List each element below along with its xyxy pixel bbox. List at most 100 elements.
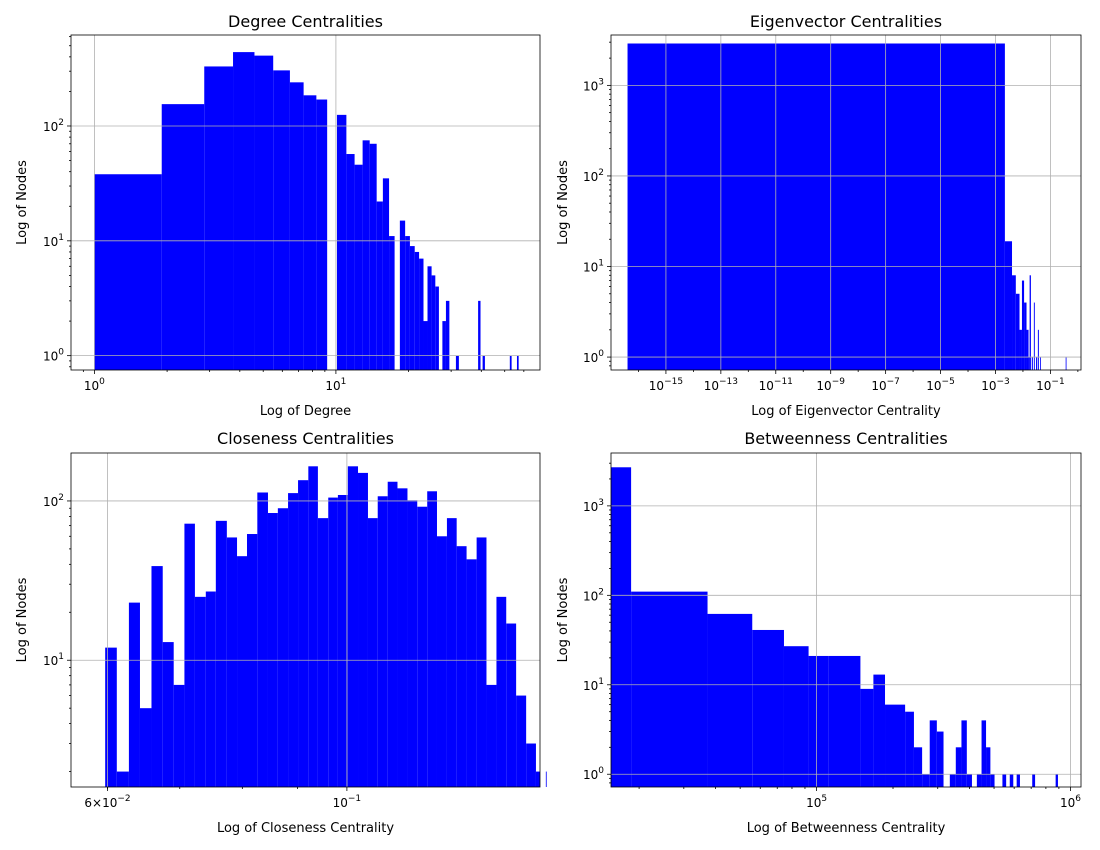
histogram-bar (510, 356, 512, 370)
histogram-bar (298, 480, 308, 787)
histogram-bar (129, 603, 140, 787)
histogram-bar (914, 747, 922, 787)
histogram-bar (105, 648, 117, 787)
histogram-bar (950, 774, 956, 787)
histogram-bar (389, 236, 395, 370)
chart-title: Closeness Centralities (217, 429, 394, 448)
histogram-bar (254, 56, 273, 370)
histogram-bar (496, 597, 506, 787)
histogram-bar (1010, 774, 1014, 787)
y-axis-label: Log of Nodes (556, 577, 571, 662)
histogram-bar (174, 685, 185, 787)
histogram-bar (358, 473, 368, 787)
histogram-bar (536, 772, 540, 787)
histogram-bar (937, 732, 944, 787)
histogram-bar (977, 774, 982, 787)
histogram-bar (117, 772, 129, 787)
histogram-bar (784, 646, 809, 787)
histogram-bar (288, 493, 298, 787)
histogram-bar (1056, 774, 1058, 787)
histogram-bar (435, 287, 439, 370)
histogram-bar (370, 144, 377, 370)
histogram-bar (383, 178, 389, 370)
histogram-bar (405, 236, 410, 370)
histogram-bar (1024, 303, 1026, 370)
histogram-bar (457, 546, 467, 787)
histogram-bar (162, 104, 205, 370)
histogram-bar (308, 466, 318, 787)
histogram-bar (922, 774, 930, 787)
histogram-bar (328, 498, 338, 787)
histogram-bar (140, 708, 152, 787)
chart-title: Eigenvector Centralities (750, 12, 942, 31)
x-axis-label: Log of Degree (260, 404, 351, 419)
histogram-bar (346, 154, 354, 370)
histogram-bar (368, 518, 378, 787)
histogram-bar (257, 492, 268, 787)
histogram-bar (163, 642, 174, 787)
histogram-bar (184, 524, 194, 787)
y-axis-label: Log of Nodes (556, 160, 571, 245)
histogram-bar (204, 66, 233, 370)
histogram-bar (873, 675, 885, 787)
histogram-bar (477, 537, 487, 787)
histogram-bar (1005, 241, 1012, 370)
histogram-bar (94, 174, 161, 370)
histogram-bar (428, 266, 432, 370)
histogram-bar (516, 696, 526, 787)
histogram-bar (407, 500, 417, 787)
histogram-bar (1066, 357, 1067, 370)
histogram-bar (478, 301, 480, 370)
histogram-bar (378, 496, 388, 787)
histogram-bar (611, 467, 631, 787)
histogram-bar (423, 321, 427, 370)
histogram-bar (237, 556, 247, 787)
histogram-bar (1022, 281, 1024, 370)
histogram-bar (930, 720, 937, 787)
histogram-bar (506, 624, 516, 787)
histogram-bar (1032, 774, 1035, 787)
histogram-bar (1040, 357, 1041, 370)
histogram-bar (1030, 275, 1031, 370)
histogram-bar (400, 221, 405, 370)
histogram-bar (206, 592, 216, 787)
histogram-bar (318, 518, 328, 787)
histogram-bar (456, 356, 459, 370)
histogram-bar (486, 685, 496, 787)
histogram-bar (437, 536, 447, 787)
histogram-bar (829, 656, 861, 787)
histogram-bar (990, 774, 994, 787)
histogram-bar (982, 720, 987, 787)
x-axis-label: Log of Eigenvector Centrality (751, 404, 941, 419)
histogram-bar (348, 466, 358, 787)
histogram-bar (483, 356, 485, 370)
histogram-bar (905, 712, 914, 787)
histogram-bar (304, 95, 317, 370)
histogram-bar (447, 518, 457, 787)
histogram-bar (233, 52, 254, 370)
histogram-bar (628, 44, 1005, 370)
histogram-bar (446, 301, 449, 370)
histogram-bar (708, 614, 753, 787)
histogram-bar (1020, 330, 1022, 370)
histogram-bar (337, 115, 346, 370)
y-axis-label: Log of Nodes (15, 160, 30, 245)
histogram-bar (427, 491, 437, 787)
histogram-bar (415, 252, 419, 370)
histogram-bar (417, 507, 427, 787)
histogram-bar (442, 321, 446, 370)
histogram-bar (809, 656, 829, 787)
histogram-bar (467, 559, 477, 787)
histogram-bar (1032, 357, 1033, 370)
chart-title: Betweenness Centralities (744, 429, 947, 448)
histogram-bar (986, 747, 990, 787)
histogram-bar (1012, 275, 1016, 370)
histogram-bar (885, 705, 905, 787)
histogram-bar (1017, 774, 1020, 787)
histogram-bar (1029, 357, 1030, 370)
histogram-bar (410, 246, 415, 370)
histogram-bar (397, 488, 407, 787)
histogram-bar (1002, 774, 1006, 787)
histogram-bar (956, 747, 962, 787)
